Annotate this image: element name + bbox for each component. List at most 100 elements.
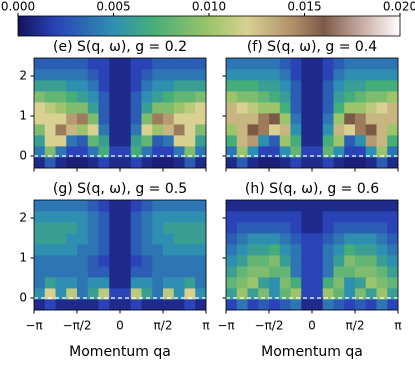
heatmap-cell — [163, 91, 174, 102]
heatmap-cell — [323, 233, 334, 244]
heatmap-cell — [88, 233, 99, 244]
heatmap-cell — [387, 58, 398, 69]
heatmap-cell — [66, 266, 77, 277]
colorbar-tick-label: 0.000 — [1, 0, 35, 14]
heatmap-cell — [387, 211, 398, 222]
heatmap-cell — [56, 157, 67, 168]
heatmap-cell — [248, 266, 259, 277]
heatmap-cell — [366, 222, 377, 233]
heatmap-cell — [152, 233, 163, 244]
heatmap-cell — [344, 211, 355, 222]
heatmap-cell — [301, 244, 312, 255]
heatmap-cell — [312, 277, 323, 288]
heatmap-cell — [280, 244, 291, 255]
heatmap-cell — [120, 266, 131, 277]
heatmap-cell — [344, 58, 355, 69]
heatmap-cell — [66, 200, 77, 211]
heatmap-cell — [120, 200, 131, 211]
heatmap-cell — [66, 91, 77, 102]
heatmap-cell — [269, 200, 280, 211]
heatmap-cell — [280, 157, 291, 168]
heatmap-cell — [131, 200, 142, 211]
heatmap-cell — [77, 222, 88, 233]
heatmap-cell — [258, 124, 269, 135]
heatmap-cell — [120, 124, 131, 135]
heatmap-cell — [120, 58, 131, 69]
heatmap-cell — [312, 113, 323, 124]
heatmap-cell — [366, 244, 377, 255]
heatmap-cell — [334, 135, 345, 146]
heatmap-cell — [99, 58, 110, 69]
heatmap-cell — [366, 135, 377, 146]
heatmap-cell — [109, 266, 120, 277]
heatmap-cell — [377, 102, 388, 113]
heatmap-cell — [269, 135, 280, 146]
heatmap-cell — [45, 211, 56, 222]
heatmap-cell — [312, 58, 323, 69]
heatmap-cell — [269, 102, 280, 113]
heatmap-cell — [334, 255, 345, 266]
heatmap-cell — [344, 244, 355, 255]
heatmap-cell — [248, 200, 259, 211]
y-tick-label: 0 — [19, 149, 27, 163]
heatmap-cell — [226, 124, 237, 135]
panel-title: (e) S(q, ω), g = 0.2 — [53, 39, 187, 55]
heatmap-cell — [226, 266, 237, 277]
heatmap-cell — [174, 211, 185, 222]
heatmap-cell — [355, 91, 366, 102]
heatmap-cell — [344, 69, 355, 80]
heatmap-cell — [99, 124, 110, 135]
heatmap-cell — [387, 102, 398, 113]
heatmap-cell — [131, 233, 142, 244]
heatmap-cell — [56, 80, 67, 91]
heatmap-cell — [323, 157, 334, 168]
heatmap-cell — [163, 222, 174, 233]
heatmap-cell — [355, 255, 366, 266]
colorbar-tick-label: 0.010 — [192, 0, 226, 14]
heatmap-cell — [77, 277, 88, 288]
heatmap-cell — [34, 222, 45, 233]
heatmap-cell — [34, 255, 45, 266]
heatmap-cell — [34, 157, 45, 168]
heatmap-cell — [323, 102, 334, 113]
heatmap-cell — [334, 233, 345, 244]
heatmap-cell — [269, 157, 280, 168]
heatmap-cell — [195, 91, 206, 102]
heatmap-cell — [366, 113, 377, 124]
heatmap-cell — [344, 113, 355, 124]
heatmap-cell — [56, 124, 67, 135]
heatmap-cell — [344, 200, 355, 211]
heatmap-cell — [174, 135, 185, 146]
heatmap-cell — [45, 80, 56, 91]
heatmap-cell — [142, 58, 153, 69]
heatmap-cell — [301, 135, 312, 146]
heatmap-cell — [248, 80, 259, 91]
heatmap-cell — [237, 211, 248, 222]
heatmap-cell — [99, 255, 110, 266]
y-tick-label: 0 — [19, 291, 27, 305]
heatmap-cell — [387, 255, 398, 266]
heatmap-cell — [66, 135, 77, 146]
heatmap-cell — [195, 277, 206, 288]
heatmap-cell — [99, 200, 110, 211]
heatmap-cell — [88, 102, 99, 113]
heatmap-cell — [195, 255, 206, 266]
heatmap-cell — [185, 299, 196, 310]
heatmap-cell — [34, 58, 45, 69]
heatmap-cell — [291, 200, 302, 211]
heatmap-cell — [387, 200, 398, 211]
heatmap-cell — [195, 69, 206, 80]
heatmap-cell — [377, 80, 388, 91]
heatmap-cell — [185, 157, 196, 168]
heatmap-cell — [226, 80, 237, 91]
heatmap-cell — [237, 124, 248, 135]
heatmap-cell — [323, 266, 334, 277]
heatmap-cell — [99, 69, 110, 80]
x-axis-label: Momentum qa — [69, 344, 171, 360]
x-tick-label: π — [202, 319, 209, 333]
heatmap-cell — [258, 233, 269, 244]
heatmap-cell — [366, 102, 377, 113]
heatmap-cell — [387, 113, 398, 124]
heatmap-cell — [45, 58, 56, 69]
heatmap-cell — [152, 299, 163, 310]
